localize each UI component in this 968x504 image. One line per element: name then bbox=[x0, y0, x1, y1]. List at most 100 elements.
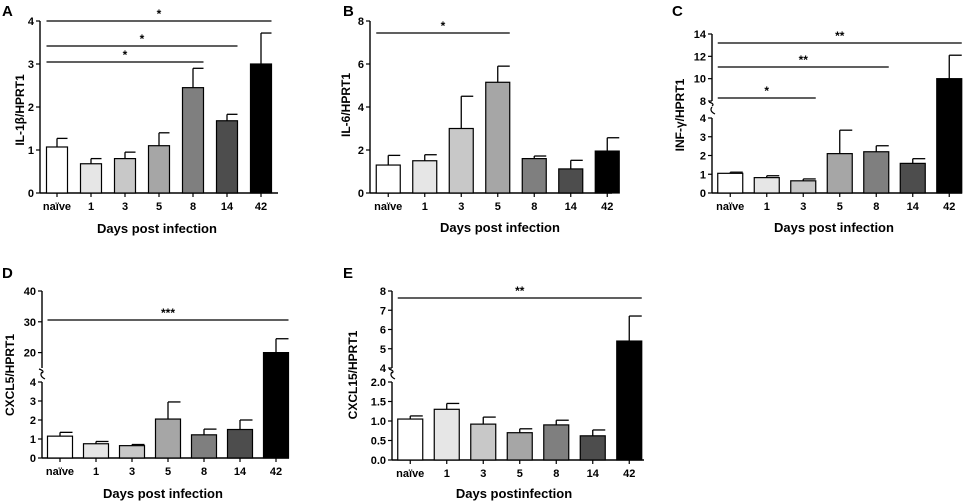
x-tick-label: 42 bbox=[943, 201, 955, 213]
panel-label: A bbox=[2, 3, 13, 20]
x-tick-label: naïve bbox=[43, 201, 71, 213]
x-tick-label: naïve bbox=[46, 466, 74, 478]
bar bbox=[433, 408, 460, 461]
bar bbox=[397, 418, 424, 461]
x-tick-label: 5 bbox=[837, 201, 843, 213]
bar bbox=[790, 180, 817, 194]
significance-label: ** bbox=[835, 29, 845, 43]
y-tick-label: 2 bbox=[28, 102, 34, 114]
bar bbox=[412, 160, 438, 194]
bar bbox=[753, 177, 780, 194]
y-tick-label: 2.0 bbox=[371, 377, 386, 389]
bar bbox=[375, 164, 401, 194]
bar bbox=[147, 145, 171, 194]
x-tick-label: 14 bbox=[234, 466, 247, 478]
panel-label: E bbox=[343, 265, 353, 282]
bar bbox=[46, 435, 74, 459]
axis-break-mark bbox=[388, 368, 394, 374]
bar bbox=[45, 146, 69, 194]
bar bbox=[485, 81, 511, 194]
significance-label: * bbox=[157, 7, 162, 21]
y-tick-label: 0 bbox=[700, 188, 706, 200]
x-tick-label: 1 bbox=[422, 201, 428, 213]
x-axis-label: Days post infection bbox=[774, 220, 894, 235]
x-tick-label: 42 bbox=[601, 201, 613, 213]
x-tick-label: 42 bbox=[255, 201, 267, 213]
bar bbox=[82, 443, 110, 459]
x-tick-label: 14 bbox=[221, 201, 234, 213]
bar bbox=[154, 418, 182, 459]
y-tick-label: 1.0 bbox=[371, 416, 386, 428]
y-tick-label: 4 bbox=[380, 363, 387, 375]
bar bbox=[717, 172, 744, 194]
significance-label: *** bbox=[161, 306, 175, 320]
x-tick-label: 3 bbox=[129, 466, 135, 478]
y-tick-label: 8 bbox=[700, 96, 706, 108]
significance-label: ** bbox=[515, 284, 525, 298]
y-tick-label: 2 bbox=[30, 415, 36, 427]
x-tick-label: 3 bbox=[458, 201, 464, 213]
significance-label: * bbox=[441, 19, 446, 33]
y-tick-label: 0.0 bbox=[371, 455, 386, 467]
bar bbox=[113, 158, 137, 194]
y-tick-label: 0 bbox=[358, 188, 364, 200]
bar bbox=[226, 428, 254, 459]
y-tick-label: 7 bbox=[380, 305, 386, 317]
y-tick-label: 2 bbox=[358, 145, 364, 157]
y-tick-label: 6 bbox=[380, 325, 386, 337]
y-axis-label: INF-γ/HPRT1 bbox=[673, 78, 687, 151]
y-tick-label: 8 bbox=[380, 286, 386, 298]
x-tick-label: 5 bbox=[517, 468, 523, 480]
y-tick-label: 1 bbox=[28, 145, 34, 157]
x-tick-label: 3 bbox=[122, 201, 128, 213]
x-tick-label: 14 bbox=[587, 468, 600, 480]
bar bbox=[118, 445, 146, 459]
y-tick-label: 8 bbox=[358, 16, 364, 28]
significance-label: * bbox=[123, 48, 128, 62]
bar bbox=[215, 120, 239, 194]
y-tick-label: 4 bbox=[700, 113, 707, 125]
y-tick-label: 3 bbox=[700, 132, 706, 144]
bar bbox=[262, 352, 290, 459]
bar bbox=[826, 153, 853, 194]
y-tick-label: 5 bbox=[380, 344, 386, 356]
axis-break-mark bbox=[710, 106, 716, 115]
x-tick-label: naïve bbox=[374, 201, 402, 213]
bar bbox=[521, 158, 547, 194]
y-tick-label: 0.5 bbox=[371, 436, 386, 448]
y-tick-label: 40 bbox=[24, 286, 36, 298]
x-axis-label: Days post infection bbox=[440, 220, 560, 235]
y-tick-label: 1 bbox=[700, 169, 706, 181]
x-tick-label: 42 bbox=[623, 468, 635, 480]
x-tick-label: 14 bbox=[565, 201, 578, 213]
y-axis-label: CXCL15/HPRT1 bbox=[346, 330, 360, 419]
panel-label: D bbox=[2, 265, 13, 282]
x-axis-label: Days postinfection bbox=[456, 486, 572, 501]
y-tick-label: 3 bbox=[30, 396, 36, 408]
x-tick-label: 42 bbox=[270, 466, 282, 478]
panel-c: C INF-γ/HPRT1 Days post infection 012348… bbox=[672, 3, 963, 235]
x-tick-label: 3 bbox=[800, 201, 806, 213]
bar bbox=[594, 150, 620, 194]
panel-e: E CXCL15/HPRT1 Days postinfection 0.0 0.5… bbox=[343, 265, 644, 501]
x-tick-label: 8 bbox=[531, 201, 537, 213]
bar bbox=[543, 424, 570, 461]
y-tick-label: 14 bbox=[694, 29, 707, 41]
axis-break-mark bbox=[390, 371, 396, 380]
x-tick-label: 8 bbox=[201, 466, 207, 478]
bar bbox=[936, 78, 963, 194]
panel-a: A IL-1β/HPRT1 Days post infection 0 1 2 3 4 n… bbox=[2, 3, 278, 236]
y-tick-label: 6 bbox=[358, 59, 364, 71]
y-tick-label: 10 bbox=[694, 74, 706, 86]
x-axis-label: Days post infection bbox=[103, 486, 223, 501]
bar bbox=[899, 162, 926, 194]
x-tick-label: 8 bbox=[190, 201, 196, 213]
y-tick-label: 30 bbox=[24, 317, 36, 329]
bar bbox=[506, 432, 533, 461]
x-tick-label: 5 bbox=[495, 201, 501, 213]
bar bbox=[470, 423, 497, 461]
y-tick-label: 20 bbox=[24, 348, 36, 360]
x-tick-label: 14 bbox=[907, 201, 920, 213]
x-tick-label: 1 bbox=[88, 201, 94, 213]
bar bbox=[579, 435, 606, 461]
